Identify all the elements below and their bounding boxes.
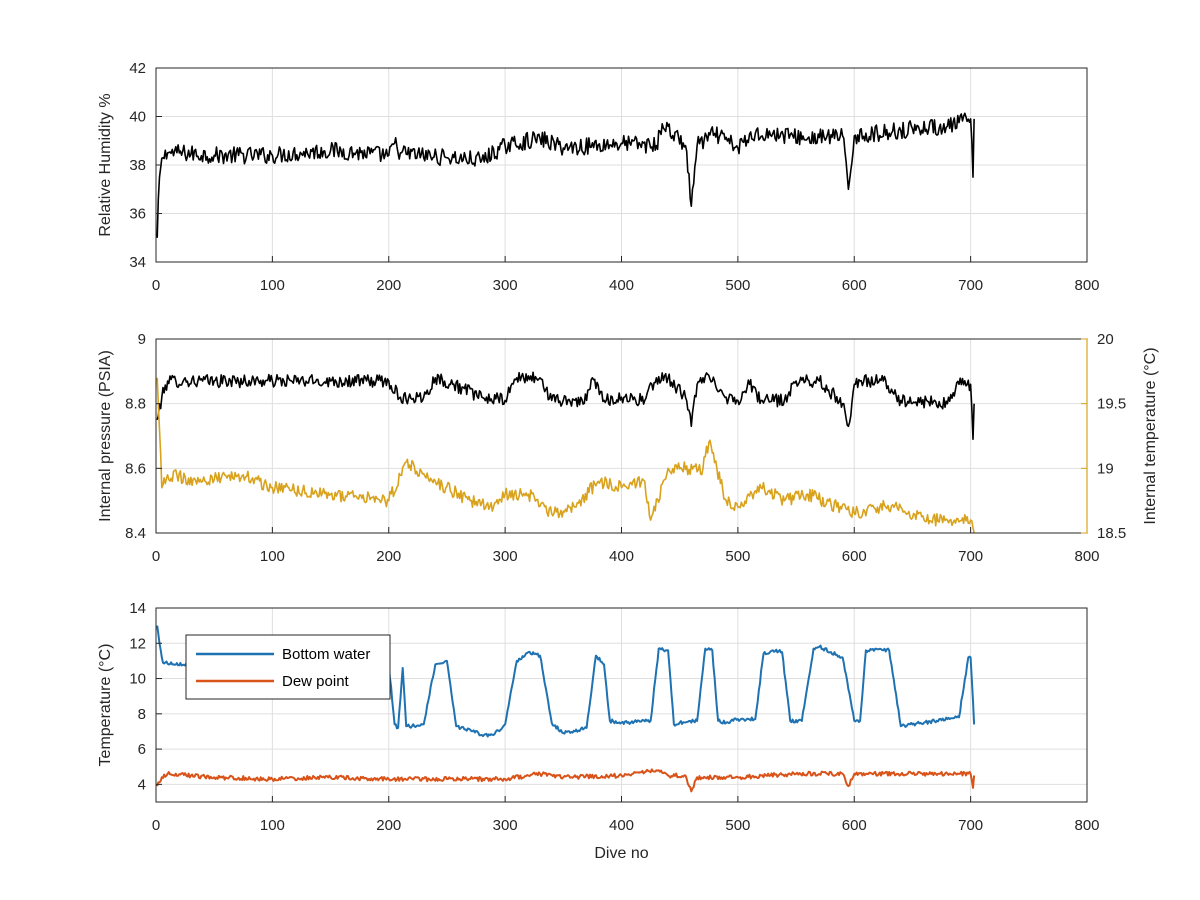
y-tick-label: 12 (129, 635, 146, 652)
x-tick-label: 400 (609, 817, 634, 834)
x-tick-label: 400 (609, 277, 634, 294)
x-tick-label: 800 (1074, 817, 1099, 834)
x-tick-label: 500 (725, 548, 750, 565)
x-tick-label: 700 (958, 277, 983, 294)
x-tick-label: 600 (842, 817, 867, 834)
y-tick-label: 42 (129, 60, 146, 77)
series-line-2-2 (156, 377, 975, 534)
panel-3: 0 100 200 300 400 500 600 700 800 4 6 8 10 12 14 Temper… (97, 600, 1100, 862)
x-tick-label: 600 (842, 277, 867, 294)
x-tick-label: 700 (958, 548, 983, 565)
y-right-tick-label: 19 (1097, 460, 1114, 477)
y-tick-label: 8.8 (125, 396, 146, 413)
x-tick-label: 100 (260, 277, 285, 294)
y-right-tick-label: 20 (1097, 331, 1114, 348)
series-line-dew-point (156, 768, 976, 793)
y-tick-label: 36 (129, 206, 146, 223)
y-tick-label: 8.6 (125, 460, 146, 477)
x-tick-label: 800 (1074, 548, 1099, 565)
y-tick-label: 40 (129, 109, 146, 126)
legend: Bottom water Dew point (185, 634, 391, 700)
y-tick-label: 4 (138, 776, 146, 793)
x-tick-label: 500 (725, 817, 750, 834)
x-axis-label: Dive no (594, 845, 648, 862)
x-tick-label: 500 (725, 277, 750, 294)
legend-label: Bottom water (282, 646, 370, 663)
y-right-tick-label: 18.5 (1097, 525, 1126, 542)
panel-1: 0 100 200 300 400 500 600 700 800 34 36 38 40 42 Relat… (97, 60, 1100, 294)
y-right-tick-label: 19.5 (1097, 396, 1126, 413)
x-tick-label: 800 (1074, 277, 1099, 294)
y-tick-label: 6 (138, 741, 146, 758)
y-tick-label: 8.4 (125, 525, 146, 542)
x-tick-label: 0 (152, 817, 160, 834)
x-tick-label: 400 (609, 548, 634, 565)
x-tick-label: 200 (376, 277, 401, 294)
y-axis-label: Internal pressure (PSIA) (97, 350, 114, 522)
y-axis-label: Relative Humidity % (97, 93, 114, 236)
legend-label: Dew point (282, 673, 350, 690)
x-tick-label: 700 (958, 817, 983, 834)
x-tick-label: 200 (376, 548, 401, 565)
x-tick-label: 300 (493, 817, 518, 834)
grid (155, 338, 1088, 534)
x-tick-label: 300 (493, 277, 518, 294)
y-tick-label: 14 (129, 600, 146, 617)
y-axis-label-right: Internal temperature (°C) (1142, 347, 1159, 524)
y-tick-label: 38 (129, 157, 146, 174)
y-tick-label: 8 (138, 706, 146, 723)
y-axis-label: Temperature (°C) (97, 644, 114, 767)
x-tick-label: 200 (376, 817, 401, 834)
x-tick-label: 100 (260, 817, 285, 834)
grid (155, 67, 1088, 263)
x-tick-label: 0 (152, 277, 160, 294)
series-line-2-1 (156, 371, 975, 440)
series-line-1-1 (156, 112, 975, 238)
y-tick-label: 34 (129, 254, 146, 271)
legend-box (185, 634, 391, 700)
x-tick-label: 300 (493, 548, 518, 565)
x-tick-label: 600 (842, 548, 867, 565)
x-tick-label: 100 (260, 548, 285, 565)
panel-2: 0 100 200 300 400 500 600 700 800 8.4 8.6 8.8 9 18.5 1… (97, 331, 1159, 565)
x-tick-label: 0 (152, 548, 160, 565)
y-tick-label: 9 (138, 331, 146, 348)
y-tick-label: 10 (129, 671, 146, 688)
